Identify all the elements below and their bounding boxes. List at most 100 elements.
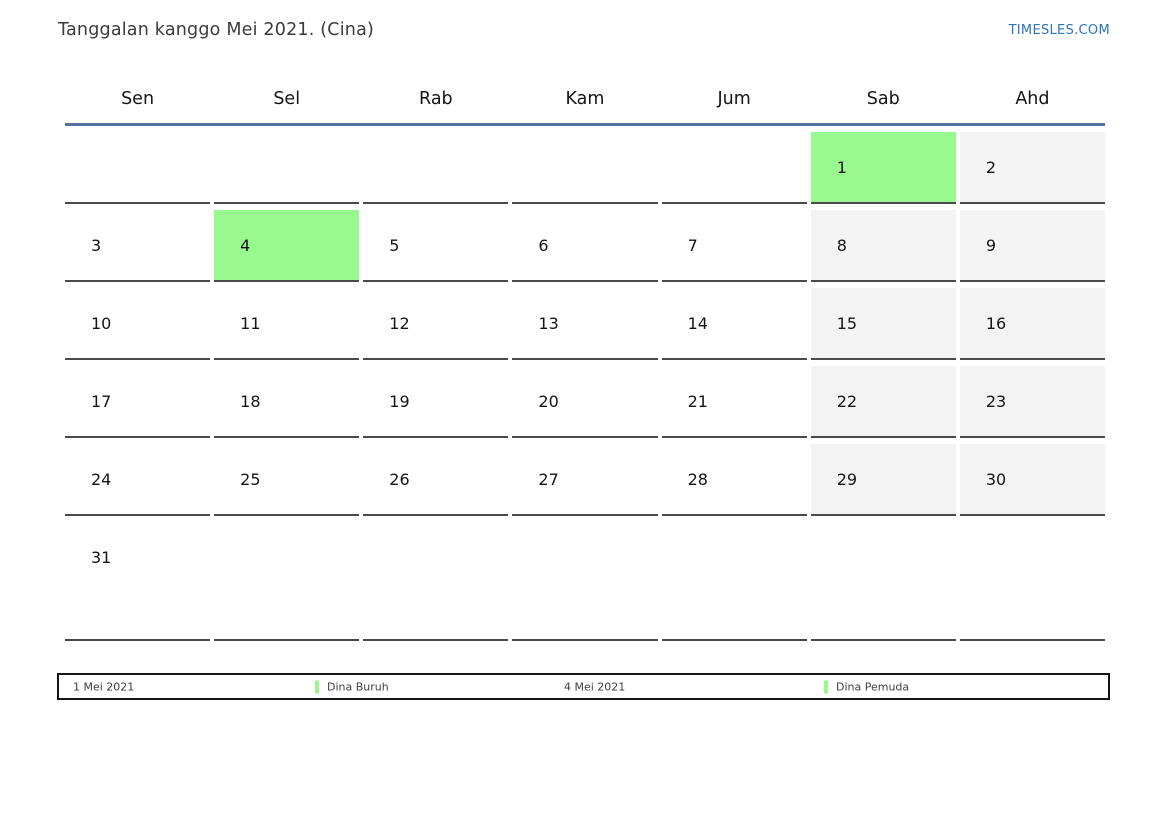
- day-cell: [512, 132, 658, 204]
- week-row: 10 11 12 13 14 15 16: [65, 282, 1105, 360]
- day-cell: 11: [214, 288, 360, 360]
- day-number: [662, 522, 807, 548]
- day-cell: [363, 132, 509, 204]
- day-cell: 13: [512, 288, 658, 360]
- day-number: [811, 522, 956, 548]
- day-number: 14: [687, 314, 708, 333]
- day-number: 5: [389, 236, 400, 255]
- day-number: 9: [985, 236, 997, 255]
- day-cell: [512, 522, 658, 641]
- day-cell: 20: [512, 366, 658, 438]
- day-number: 3: [91, 236, 102, 255]
- day-number: 15: [836, 314, 858, 333]
- weekday-label: Ahd: [1015, 89, 1050, 109]
- day-cell: 6: [512, 210, 658, 282]
- day-number: 28: [687, 470, 708, 489]
- day-number: [363, 522, 508, 548]
- day-cell: 19: [363, 366, 509, 438]
- day-cell: 17: [65, 366, 211, 438]
- day-number: [214, 132, 359, 158]
- day-number: [512, 522, 657, 548]
- day-cell: 1: [810, 132, 956, 204]
- day-number: 29: [836, 470, 858, 489]
- legend-date: 4 Mei 2021: [564, 680, 626, 693]
- legend-event-label: Dina Pemuda: [836, 680, 910, 693]
- day-cell: 5: [363, 210, 509, 282]
- legend: 1 Mei 2021 Dina Buruh 4 Mei 2021 Dina Pemud…: [57, 673, 1110, 700]
- day-number: 18: [240, 392, 261, 411]
- day-cell: [810, 522, 956, 641]
- week-row: 17 18 19 20 21 22 23: [65, 360, 1105, 438]
- day-number: 2: [985, 158, 997, 177]
- day-number: [960, 522, 1105, 548]
- day-number: 21: [687, 392, 708, 411]
- day-number: [65, 132, 210, 158]
- day-cell: [959, 522, 1105, 641]
- day-number: 24: [91, 470, 112, 489]
- day-cell: 21: [661, 366, 807, 438]
- day-cell: 30: [959, 444, 1105, 516]
- day-cell: [214, 132, 360, 204]
- event-marker-icon: [824, 680, 828, 693]
- day-cell: [661, 132, 807, 204]
- day-number: 8: [836, 236, 847, 255]
- day-number: 16: [985, 314, 1007, 333]
- day-number: 13: [538, 314, 559, 333]
- weekday-label: Kam: [565, 89, 605, 109]
- day-cell: [363, 522, 509, 641]
- weekday-label: Jum: [717, 89, 751, 109]
- day-number: 6: [538, 236, 549, 255]
- day-cell: [214, 522, 360, 641]
- page-title: Tanggalan kanggo Mei 2021. (Cina): [58, 20, 375, 40]
- day-cell: 26: [363, 444, 509, 516]
- weekday-row: Sen Sel Rab Kam Jum Sab Ahd: [65, 75, 1105, 126]
- calendar-grid: 1 2 3 4 5 6 7 8 9 10 11 12 13 14 15 16 17 18 19 20 21 22 23 24 2…: [65, 126, 1105, 641]
- day-cell: 10: [65, 288, 211, 360]
- day-cell: 22: [810, 366, 956, 438]
- week-row: 31: [65, 516, 1105, 641]
- day-cell: [661, 522, 807, 641]
- weekday-label: Sab: [866, 89, 900, 109]
- legend-event: Dina Pemuda: [824, 680, 909, 693]
- day-number: [214, 522, 359, 548]
- day-number: 20: [538, 392, 559, 411]
- day-number: [512, 132, 657, 158]
- day-number: 27: [538, 470, 559, 489]
- day-number: 19: [389, 392, 410, 411]
- day-cell: 9: [959, 210, 1105, 282]
- day-number: 12: [389, 314, 410, 333]
- day-cell: 16: [959, 288, 1105, 360]
- weekday-label: Rab: [419, 89, 453, 109]
- day-cell: 23: [959, 366, 1105, 438]
- day-number: 31: [91, 548, 112, 567]
- day-cell: 28: [661, 444, 807, 516]
- day-cell: 7: [661, 210, 807, 282]
- legend-event-label: Dina Buruh: [327, 680, 389, 693]
- day-cell: 14: [661, 288, 807, 360]
- day-number: 11: [240, 314, 261, 333]
- day-cell: 29: [810, 444, 956, 516]
- day-cell: 25: [214, 444, 360, 516]
- day-number: 23: [985, 392, 1007, 411]
- legend-date: 1 Mei 2021: [73, 680, 135, 693]
- day-number: 26: [389, 470, 410, 489]
- day-number: 7: [687, 236, 698, 255]
- week-row: 3 4 5 6 7 8 9: [65, 204, 1105, 282]
- weekday-label: Sel: [273, 89, 301, 109]
- day-cell: 8: [810, 210, 956, 282]
- week-row: 24 25 26 27 28 29 30: [65, 438, 1105, 516]
- day-cell: 31: [65, 522, 211, 641]
- day-cell: 27: [512, 444, 658, 516]
- calendar: Sen Sel Rab Kam Jum Sab Ahd 1 2 3 4 5 6 7 8 9 10 11 12 13 1…: [65, 75, 1105, 641]
- day-number: 17: [91, 392, 112, 411]
- day-cell: 18: [214, 366, 360, 438]
- day-number: [662, 132, 807, 158]
- site-link[interactable]: TIMESLES.COM: [1008, 23, 1110, 38]
- day-number: 25: [240, 470, 261, 489]
- day-number: 30: [985, 470, 1007, 489]
- day-number: 4: [240, 236, 251, 255]
- topbar: Tanggalan kanggo Mei 2021. (Cina) TIMESL…: [58, 20, 1110, 40]
- day-number: 22: [836, 392, 858, 411]
